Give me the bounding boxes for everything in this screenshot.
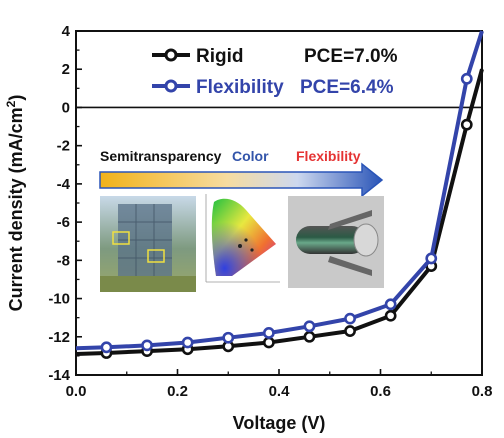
- pce-rigid: PCE=7.0%: [304, 46, 398, 67]
- data-point-flexibility: [262, 327, 275, 339]
- x-axis-title: Voltage (V): [233, 413, 326, 433]
- y-tick-label: -14: [48, 367, 70, 384]
- x-tick-label: 0.6: [370, 383, 391, 400]
- inset-arrow: [99, 162, 384, 198]
- y-axis-title-sup: 2: [4, 100, 18, 107]
- x-tick-label: 0.0: [66, 383, 87, 400]
- data-point-flexibility: [460, 72, 473, 85]
- y-axis-title-main: Current density (mA/cm: [6, 107, 26, 311]
- series-line-flexibility: [75, 30, 484, 351]
- cie-diagram: [202, 190, 282, 288]
- data-point-flexibility: [141, 339, 153, 352]
- x-tick-label: 0.2: [167, 383, 188, 400]
- legend-marker-flexibility: [164, 79, 178, 93]
- data-point-flexibility: [425, 252, 438, 265]
- legend-label-rigid: Rigid: [196, 46, 244, 67]
- data-point-rigid: [344, 325, 356, 337]
- data-point-rigid: [384, 309, 397, 322]
- y-tick-label: -4: [57, 176, 71, 193]
- y-axis-title: Current density (mA/cm2): [4, 95, 26, 312]
- y-tick-label: 0: [62, 99, 70, 116]
- data-point-flexibility: [100, 341, 113, 354]
- y-axis-title-close: ): [6, 95, 26, 101]
- arrow-label-semitransparency: Semitransparency: [100, 148, 222, 164]
- data-point-flexibility: [181, 336, 194, 349]
- legend-label-flexibility: Flexibility: [196, 77, 284, 98]
- y-tick-label: -10: [48, 291, 70, 308]
- flexible-device-photo: [288, 196, 384, 288]
- data-point-flexibility: [222, 331, 235, 344]
- arrow-label-flexibility: Flexibility: [296, 148, 361, 164]
- x-tick-label: 0.8: [472, 383, 493, 400]
- gradient-arrow: [99, 162, 384, 198]
- data-point-rigid: [460, 118, 473, 131]
- arrow-label-color: Color: [232, 148, 269, 164]
- x-tick-label: 0.4: [269, 383, 291, 400]
- data-point-flexibility: [384, 298, 397, 311]
- legend-marker-rigid: [164, 48, 178, 62]
- building-photo: [100, 196, 196, 292]
- series-line-rigid: [75, 68, 484, 356]
- pce-flexibility: PCE=6.4%: [300, 77, 394, 98]
- y-tick-label: -8: [57, 252, 70, 269]
- data-point-rigid: [262, 336, 275, 349]
- y-tick-label: -6: [57, 214, 70, 231]
- data-point-flexibility: [344, 312, 356, 325]
- x-axis-ticks: 0.0 0.2 0.4 0.6 0.8: [66, 369, 493, 400]
- data-point-rigid: [303, 330, 316, 343]
- y-tick-label: -2: [57, 138, 70, 155]
- data-point-flexibility: [303, 320, 316, 333]
- y-tick-label: -12: [48, 329, 70, 346]
- y-tick-label: 2: [62, 61, 70, 78]
- series-layer: [75, 30, 484, 359]
- y-tick-label: 4: [62, 23, 71, 40]
- y-axis-ticks: -14 -12 -10 -8 -6 -4 -2 0 2 4: [48, 23, 82, 384]
- legend: Rigid Flexibility PCE=7.0% PCE=6.4%: [152, 46, 398, 98]
